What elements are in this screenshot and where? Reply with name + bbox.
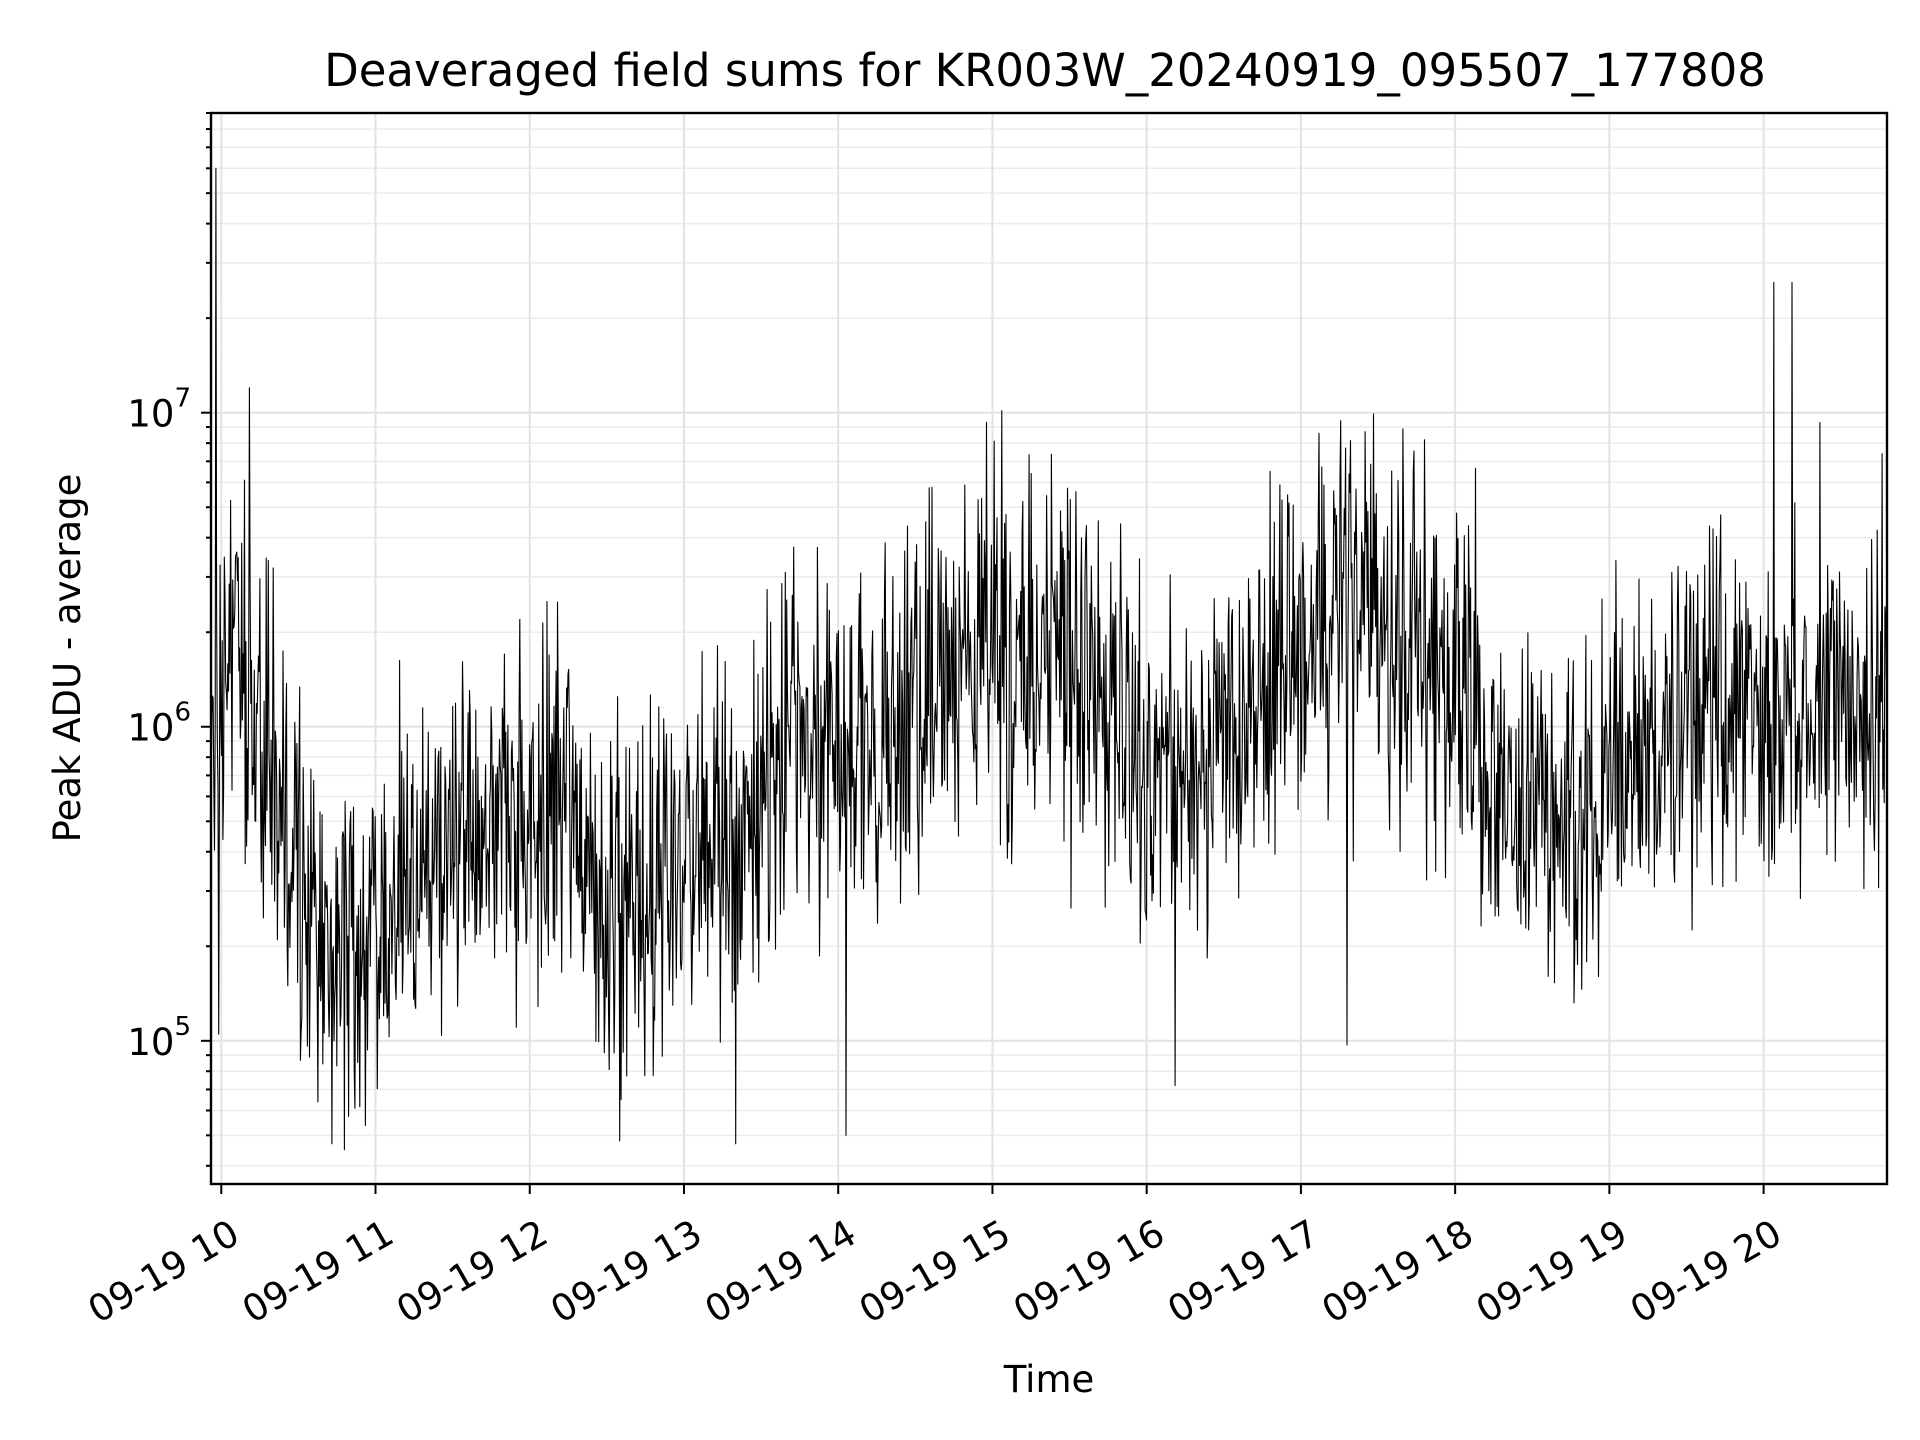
series — [210, 167, 1888, 1151]
y-tick-label: 106 — [127, 698, 191, 750]
plot-frame — [209, 111, 1889, 1186]
x-axis-label: Time — [1003, 1358, 1095, 1401]
series-line — [210, 167, 1888, 1151]
y-axis-label: Peak ADU - average — [46, 474, 89, 843]
y-axis: 105 106 107 — [127, 112, 211, 1167]
y-tick-label: 105 — [127, 1012, 191, 1064]
y-tick-label: 107 — [127, 384, 191, 436]
chart-title: Deaveraged field sums for KR003W_2024091… — [324, 44, 1766, 97]
